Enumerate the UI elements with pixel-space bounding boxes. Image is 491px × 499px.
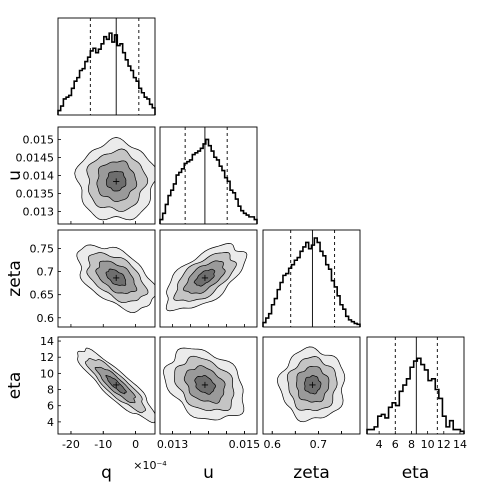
contour-level-3 — [194, 375, 216, 395]
contour-level-3 — [105, 375, 127, 395]
axes-frame-zeta — [262, 229, 361, 328]
y-tick-label-zeta: 0.6 — [37, 312, 55, 325]
histogram-steps-eta — [366, 357, 465, 434]
histogram-panel-u — [159, 126, 258, 225]
x-exponent-note: ×10⁻⁴ — [133, 459, 167, 472]
axes-frame-u — [159, 126, 258, 225]
y-axis-label-eta: eta — [5, 372, 25, 400]
y-tick-label-eta: 12 — [40, 351, 54, 364]
y-tick-label-eta: 8 — [47, 384, 54, 397]
x-tick-label-eta: 6 — [392, 438, 399, 451]
x-tick-label-eta: 8 — [408, 438, 415, 451]
x-tick-label-eta: 12 — [437, 438, 451, 451]
contour-panel-q-u: + — [57, 126, 156, 225]
y-tick-label-zeta: 0.65 — [30, 289, 55, 302]
y-tick-label-zeta: 0.7 — [37, 266, 55, 279]
histogram-panel-zeta — [262, 229, 361, 328]
median-marker: + — [112, 176, 120, 187]
histogram-steps-u — [159, 138, 258, 224]
y-tick-label-u: 0.013 — [23, 205, 55, 218]
x-tick-label-q: 0 — [132, 438, 139, 451]
contour-level-3 — [193, 268, 216, 287]
histogram-panel-eta — [366, 336, 465, 435]
axes-frame-q — [57, 17, 156, 116]
y-tick-label-u: 0.0145 — [16, 152, 55, 165]
y-axis-label-zeta: zeta — [5, 260, 25, 296]
axes-frame-zeta-eta — [262, 336, 361, 435]
median-marker: + — [201, 273, 209, 284]
y-axis-label-u: u — [5, 170, 25, 181]
contour-panel-u-eta: + — [159, 336, 258, 435]
contour-panel-zeta-eta: + — [262, 336, 361, 435]
histogram-steps-q — [57, 32, 156, 115]
x-tick-label-u: 0.013 — [157, 438, 189, 451]
y-tick-label-eta: 4 — [47, 416, 54, 429]
median-marker: + — [112, 380, 120, 391]
y-tick-label-u: 0.014 — [23, 170, 55, 183]
contour-level-3 — [304, 375, 322, 395]
median-marker: + — [308, 380, 316, 391]
x-tick-label-eta: 10 — [421, 438, 435, 451]
y-tick-label-eta: 6 — [47, 400, 54, 413]
contour-level-3 — [106, 170, 127, 192]
axes-frame-q-eta — [57, 336, 156, 435]
x-tick-label-q: -10 — [94, 438, 112, 451]
contour-panel-u-zeta: + — [159, 229, 258, 328]
contour-panel-q-eta: + — [57, 336, 156, 435]
x-tick-label-q: -20 — [62, 438, 80, 451]
x-axis-label-eta: eta — [402, 463, 430, 483]
x-tick-label-eta: 4 — [376, 438, 383, 451]
y-tick-label-zeta: 0.75 — [30, 242, 55, 255]
y-tick-label-u: 0.0135 — [16, 187, 55, 200]
x-axis-label-q: q — [101, 463, 112, 483]
median-marker: + — [112, 273, 120, 284]
histogram-panel-q — [57, 17, 156, 116]
histogram-steps-zeta — [262, 237, 361, 327]
x-axis-label-zeta: zeta — [293, 463, 329, 483]
x-tick-label-u: 0.015 — [229, 438, 261, 451]
median-marker: + — [201, 380, 209, 391]
axes-frame-q-zeta — [57, 229, 156, 328]
x-tick-label-zeta: 0.6 — [263, 438, 281, 451]
x-tick-label-eta: 14 — [453, 438, 467, 451]
x-axis-label-u: u — [203, 463, 214, 483]
axes-frame-eta — [366, 336, 465, 435]
contour-level-3 — [105, 268, 127, 286]
contour-panel-q-zeta: + — [57, 229, 156, 328]
y-tick-label-eta: 10 — [40, 367, 54, 380]
x-tick-label-zeta: 0.7 — [310, 438, 328, 451]
y-tick-label-u: 0.015 — [23, 134, 55, 147]
y-tick-label-eta: 14 — [40, 335, 54, 348]
